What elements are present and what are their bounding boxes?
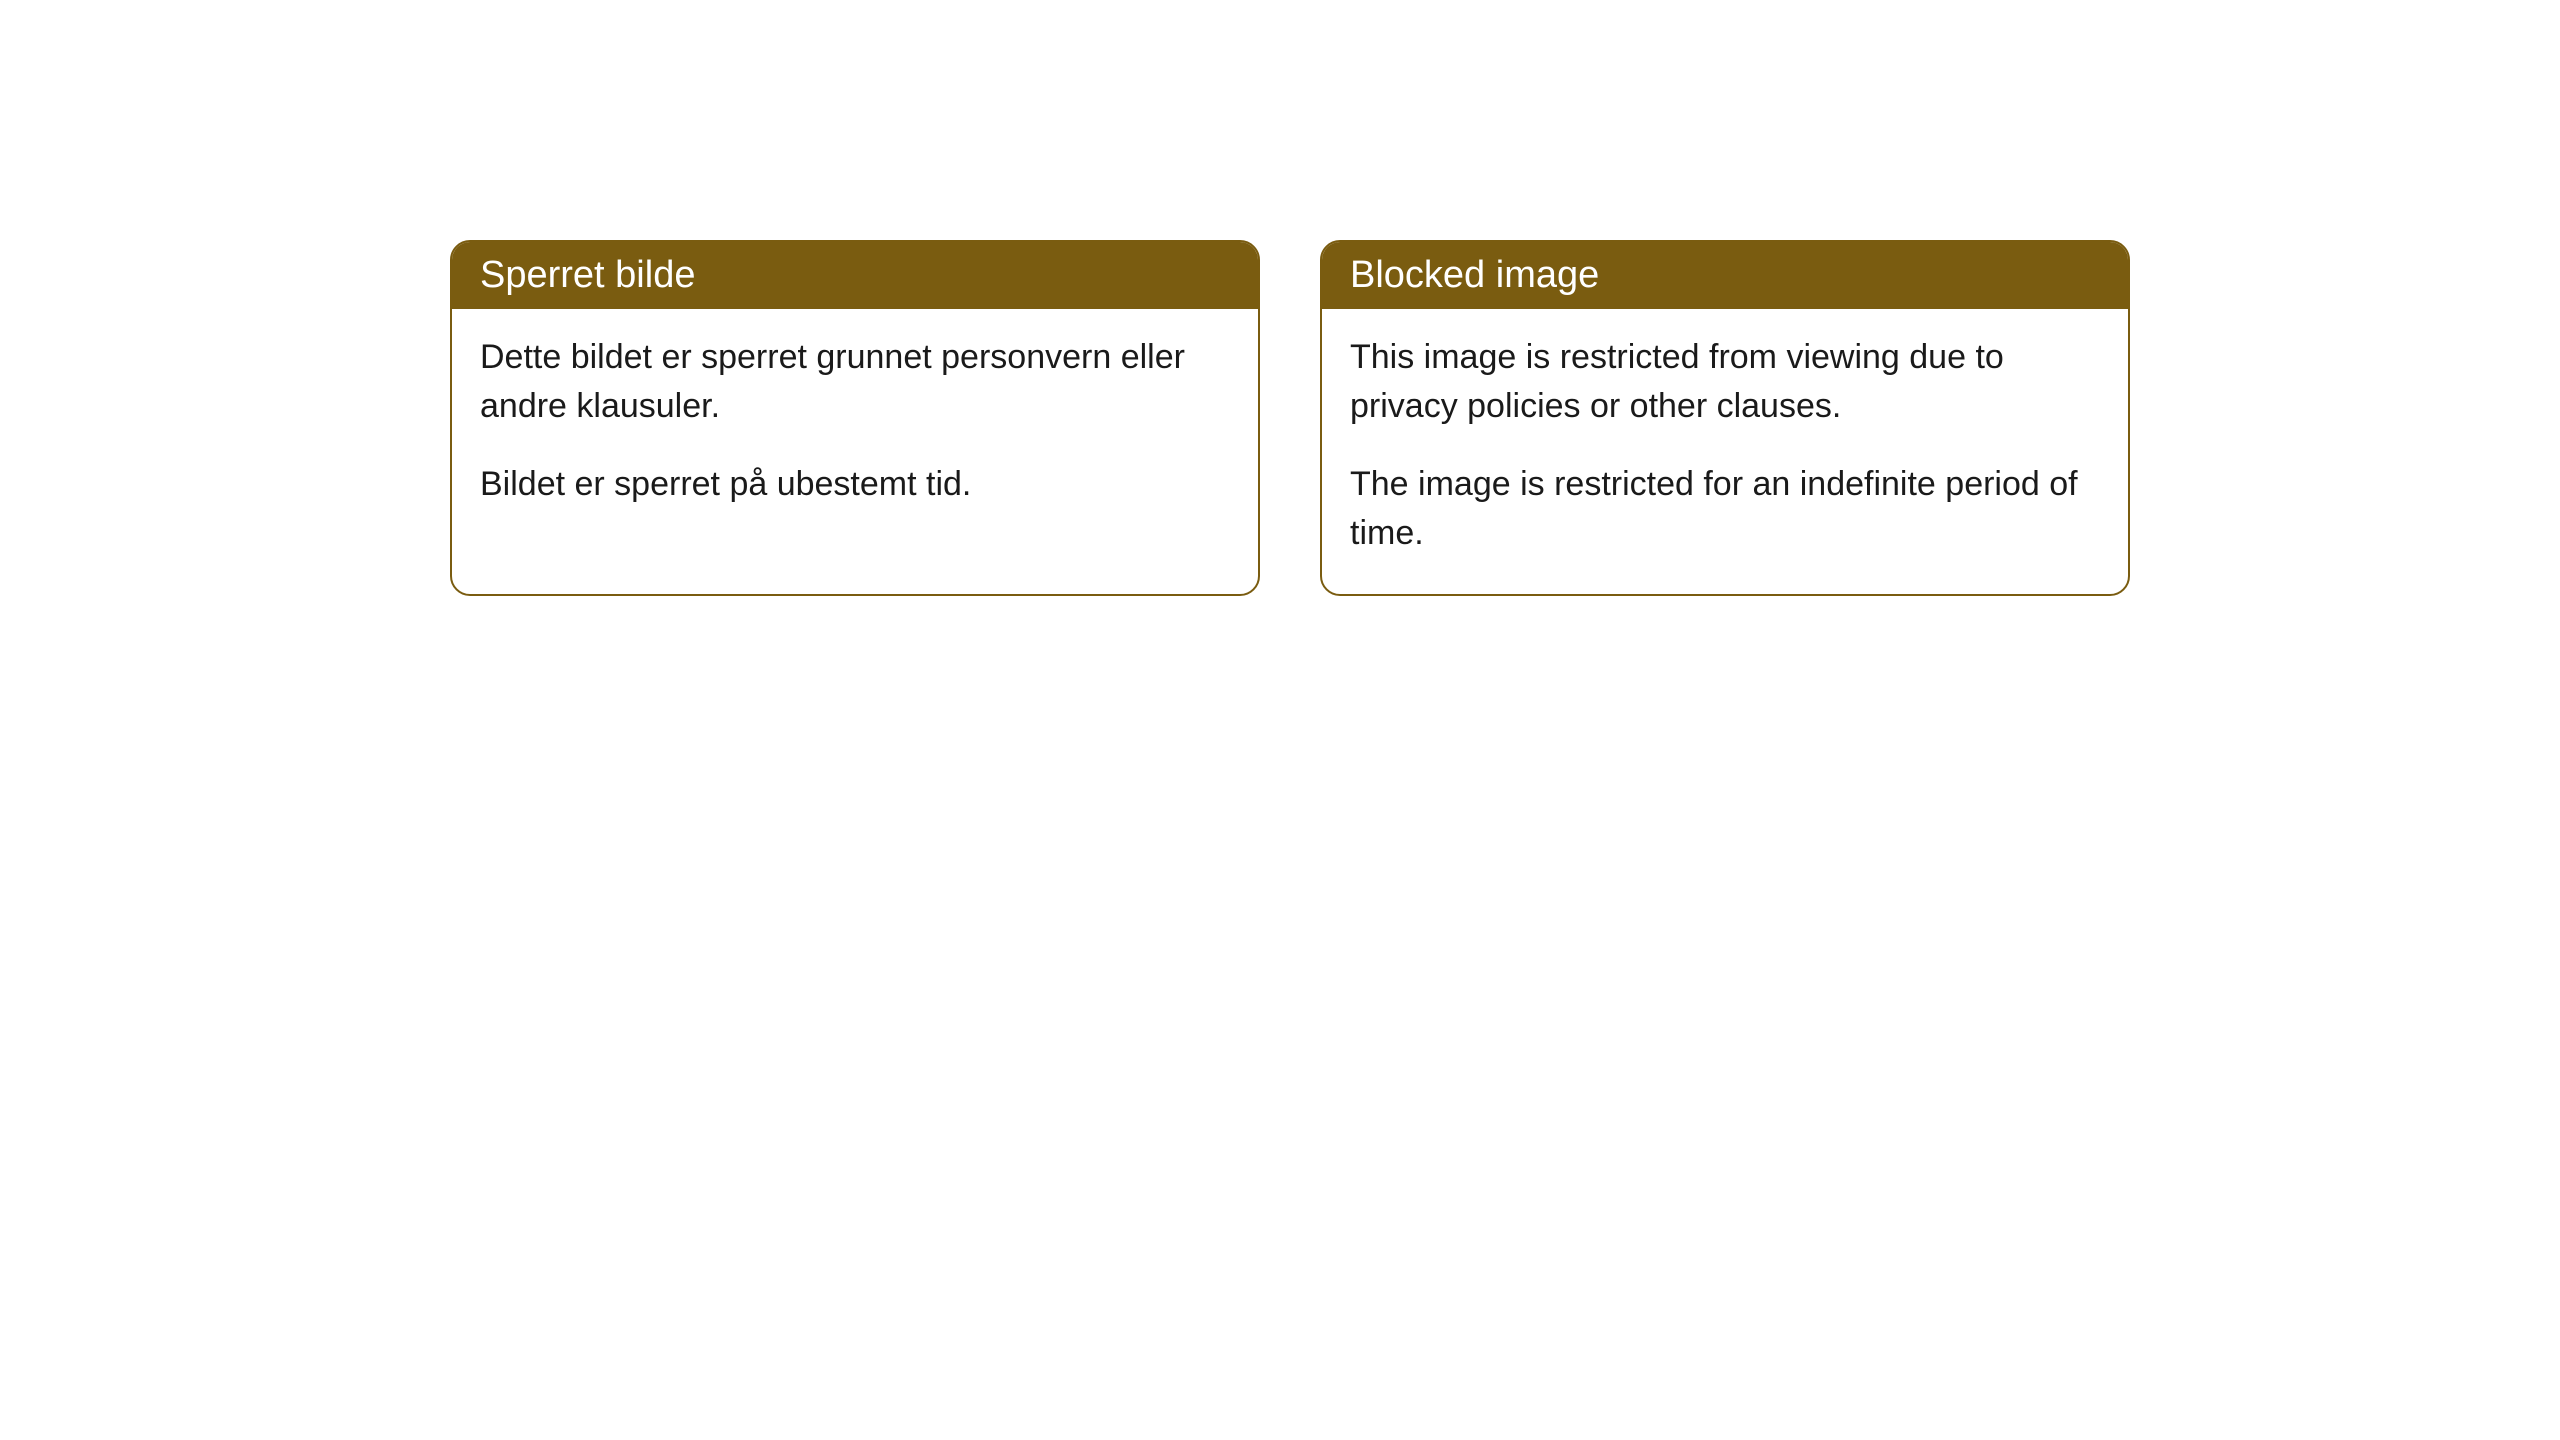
notice-card-norwegian: Sperret bilde Dette bildet er sperret gr… xyxy=(450,240,1260,596)
card-paragraph: This image is restricted from viewing du… xyxy=(1350,333,2100,432)
card-title: Blocked image xyxy=(1350,254,1599,296)
card-body: Dette bildet er sperret grunnet personve… xyxy=(452,309,1258,545)
card-header: Sperret bilde xyxy=(452,242,1258,309)
card-paragraph: Bildet er sperret på ubestemt tid. xyxy=(480,460,1230,509)
card-paragraph: The image is restricted for an indefinit… xyxy=(1350,460,2100,559)
card-header: Blocked image xyxy=(1322,242,2128,309)
notice-card-english: Blocked image This image is restricted f… xyxy=(1320,240,2130,596)
card-body: This image is restricted from viewing du… xyxy=(1322,309,2128,594)
card-title: Sperret bilde xyxy=(480,254,695,296)
notice-cards-container: Sperret bilde Dette bildet er sperret gr… xyxy=(450,240,2130,596)
card-paragraph: Dette bildet er sperret grunnet personve… xyxy=(480,333,1230,432)
